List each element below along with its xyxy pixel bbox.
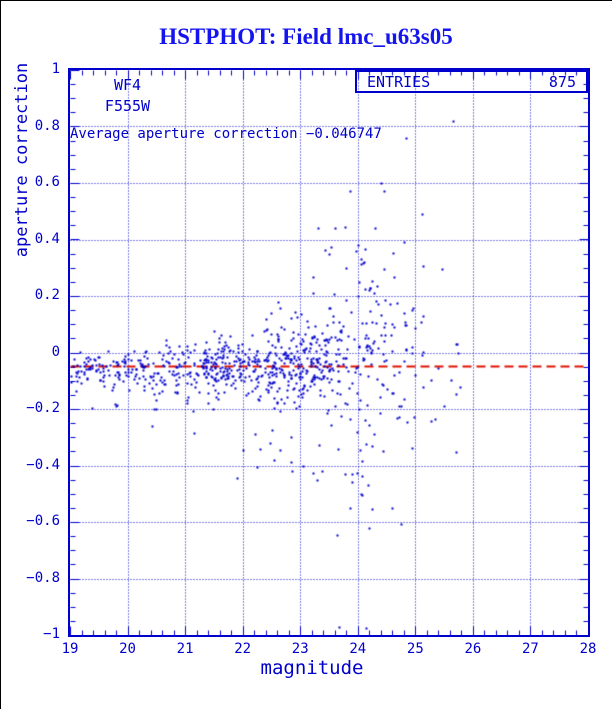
x-axis-title: magnitude xyxy=(260,657,364,679)
y-tick-label: −0.4 xyxy=(26,456,60,473)
entries-stat-box: ENTRIES 875 xyxy=(355,70,588,93)
filter-label: F555W xyxy=(104,97,151,115)
x-tick-label: 28 xyxy=(579,641,597,657)
window-border-top xyxy=(0,0,612,1)
y-axis-title: aperture correction xyxy=(12,62,32,258)
x-tick-label: 27 xyxy=(522,641,539,657)
y-tick-label: −1 xyxy=(43,626,60,642)
y-tick-label: 0.2 xyxy=(34,287,60,303)
y-tick-label: −0.8 xyxy=(26,569,60,586)
x-tick-label: 25 xyxy=(406,641,424,657)
x-tick-label: 19 xyxy=(61,641,79,657)
y-tick-label: 0 xyxy=(51,343,60,360)
x-tick-label: 24 xyxy=(349,641,367,657)
window-border-left xyxy=(0,0,1,709)
entries-value: 875 xyxy=(548,72,576,91)
y-tick-label: 0.6 xyxy=(34,174,60,190)
y-axis-tick-labels: 1 0.8 0.6 0.4 0.2 0 −0.2 −0.4 −0.6 −0.8 −1 xyxy=(12,61,60,642)
y-tick-label: 1 xyxy=(51,61,60,77)
x-tick-label: 23 xyxy=(291,641,309,657)
plot-frame: ENTRIES 875 WF4 F555W Average aperture c… xyxy=(68,68,590,637)
average-correction-annotation: Average aperture correction −0.046747 xyxy=(70,126,382,142)
x-tick-label: 22 xyxy=(234,641,252,657)
scatter-plot-canvas xyxy=(70,70,588,635)
page-title: HSTPHOT: Field lmc_u63s05 xyxy=(159,24,453,49)
y-tick-label: −0.6 xyxy=(26,513,60,529)
y-tick-label: 0.8 xyxy=(34,117,60,134)
x-axis-tick-labels: 19 20 21 22 23 24 25 26 27 28 xyxy=(62,641,597,657)
y-tick-label: −0.2 xyxy=(26,400,60,416)
y-tick-label: 0.4 xyxy=(34,230,60,247)
entries-label: ENTRIES xyxy=(367,72,431,91)
x-tick-label: 21 xyxy=(176,641,194,657)
detector-label: WF4 xyxy=(113,76,142,94)
x-tick-label: 26 xyxy=(464,641,482,657)
x-tick-label: 20 xyxy=(119,641,136,657)
